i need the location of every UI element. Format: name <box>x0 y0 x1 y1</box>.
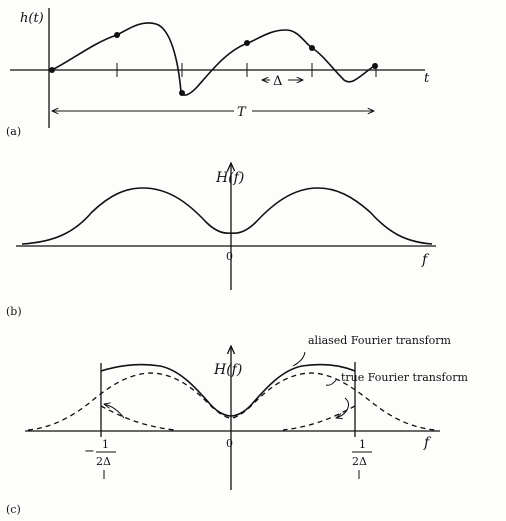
a-signal-curve <box>51 22 375 96</box>
c-left-alias-pointer <box>104 404 125 419</box>
a-T-label: T <box>237 105 247 120</box>
c-caption: (c) <box>6 503 21 516</box>
b-y-label: H(f) <box>215 170 244 186</box>
c-true-leader <box>325 378 338 386</box>
b-caption: (b) <box>6 305 22 318</box>
a-x-label: t <box>424 71 430 86</box>
c-x-label: f <box>423 435 432 451</box>
a-T-gap <box>234 103 252 119</box>
sample-point <box>309 45 315 51</box>
c-right-frac-num: 1 <box>359 438 366 451</box>
c-right-nyquist-label: 1 2Δ <box>352 438 372 479</box>
panel-a: h(t) t Δ T (a) <box>6 8 430 138</box>
c-aliased-tail-left <box>100 405 176 431</box>
c-y-label: H(f) <box>213 362 242 378</box>
c-aliased-transform-curve <box>100 363 356 417</box>
sample-point <box>372 63 378 69</box>
c-left-nyquist-label: − 1 2Δ <box>84 438 116 479</box>
c-aliased-tail-right <box>282 405 356 431</box>
panel-b: H(f) 0 f (b) <box>6 163 436 318</box>
sample-point <box>244 40 250 46</box>
c-left-minus: − <box>84 444 95 459</box>
panel-c: H(f) 0 f aliased Fourier transform true … <box>6 334 468 516</box>
c-true-transform-curve <box>27 372 437 431</box>
a-sample-points <box>49 32 378 96</box>
b-x-label: f <box>421 252 430 268</box>
sample-point <box>49 67 55 73</box>
sample-point <box>114 32 120 38</box>
c-right-alias-pointer <box>336 397 349 418</box>
c-origin-label: 0 <box>226 437 233 450</box>
sample-point <box>179 90 185 96</box>
b-spectrum-curve <box>21 187 433 245</box>
c-aliased-leader <box>292 351 306 367</box>
c-right-frac-den: 2Δ <box>352 455 367 468</box>
c-left-frac-num: 1 <box>102 438 109 451</box>
c-left-frac-den: 2Δ <box>96 455 111 468</box>
b-origin-label: 0 <box>226 250 233 263</box>
a-caption: (a) <box>6 125 21 138</box>
c-aliased-label: aliased Fourier transform <box>308 334 452 347</box>
a-delta-label: Δ <box>273 74 282 89</box>
a-delta-gap <box>270 72 288 88</box>
c-true-label: true Fourier transform <box>341 371 468 384</box>
a-y-label: h(t) <box>20 11 44 26</box>
